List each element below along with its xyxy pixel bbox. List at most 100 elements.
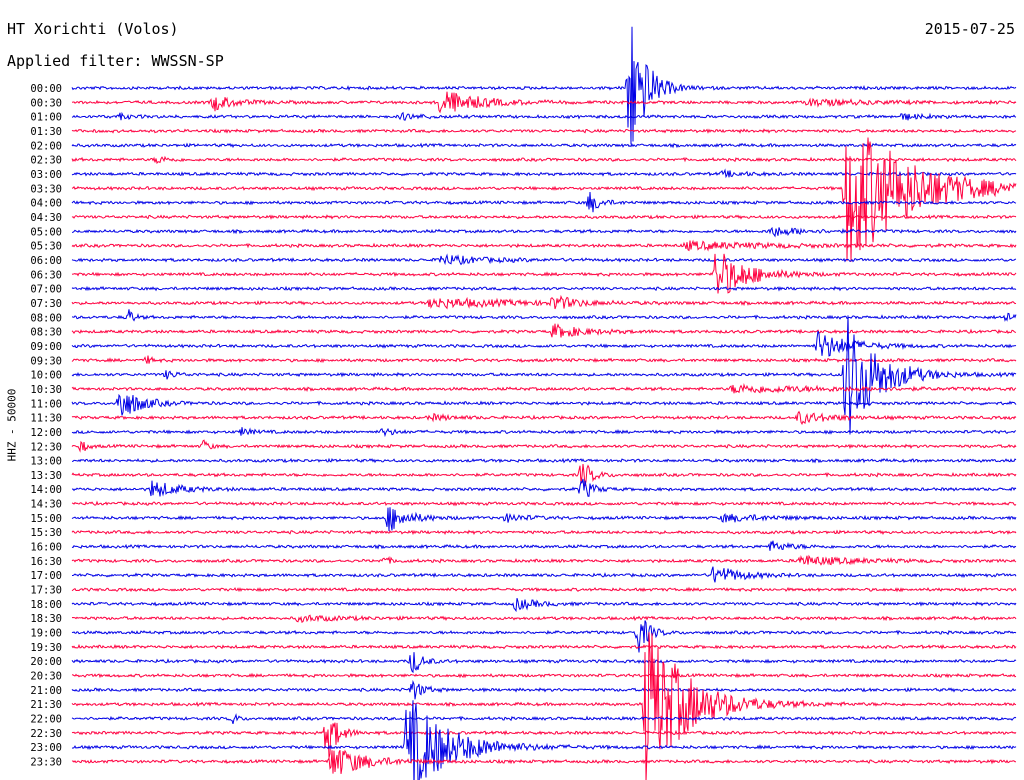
row-time-label: 09:30 [30,355,62,367]
seismic-trace [71,128,1017,134]
row-time-label: 19:30 [30,642,62,654]
seismic-trace [71,214,1017,220]
row-time-label: 19:00 [30,628,62,640]
seismic-trace [71,191,1017,213]
seismic-trace [71,713,1017,725]
seismic-trace [71,309,1017,322]
seismic-trace [71,253,1017,266]
seismic-trace [71,383,1017,394]
row-time-label: 15:00 [30,513,62,525]
row-time-label: 12:30 [30,441,62,453]
seismic-trace [71,285,1017,292]
row-time-label: 15:30 [30,527,62,539]
seismic-trace [71,672,1017,679]
row-time-label: 13:00 [30,456,62,468]
row-time-label: 22:00 [30,714,62,726]
row-time-label: 18:30 [30,613,62,625]
row-time-label: 17:30 [30,585,62,597]
seismic-trace [71,294,1017,310]
row-time-label: 11:00 [30,398,62,410]
row-time-label: 08:00 [30,312,62,324]
seismic-trace [71,554,1017,566]
row-label-layer: 00:00 00:30 01:00 01:30 02:00 02:30 03:00 03:30… [30,83,62,769]
row-time-label: 10:00 [30,370,62,382]
row-time-label: 02:00 [30,140,62,152]
filter-subtitle: Applied filter: WWSSN-SP [7,52,224,70]
row-time-label: 07:00 [30,284,62,296]
trace-layer [71,26,1017,780]
seismic-trace [71,632,1017,780]
row-time-label: 08:30 [30,327,62,339]
seismic-trace [71,168,1017,179]
row-time-label: 04:00 [30,198,62,210]
seismic-trace [71,439,1017,453]
row-time-label: 16:00 [30,542,62,554]
seismic-trace [71,700,1017,780]
seismic-trace [71,586,1017,593]
y-axis-label: HHZ - 50000 [5,388,19,462]
seismic-trace [71,540,1017,551]
station-title: HT Xorichti (Volos) [7,20,179,38]
date-label: 2015-07-25 [924,20,1015,38]
row-time-label: 23:30 [30,757,62,769]
row-time-label: 00:00 [30,83,62,95]
row-time-label: 00:30 [30,97,62,109]
row-time-label: 16:30 [30,556,62,568]
seismic-trace [71,457,1017,464]
row-time-label: 11:30 [30,413,62,425]
seismic-trace [71,239,1017,252]
seismic-trace [71,620,1017,653]
row-time-label: 14:00 [30,484,62,496]
row-time-label: 05:00 [30,226,62,238]
seismic-trace [71,643,1017,650]
row-time-label: 06:30 [30,269,62,281]
seismic-trace [71,427,1017,438]
seismic-trace [71,500,1017,507]
seismic-trace [71,614,1017,624]
seismic-trace [71,315,1017,435]
row-time-label: 01:00 [30,112,62,124]
row-time-label: 20:00 [30,656,62,668]
row-time-label: 03:00 [30,169,62,181]
row-time-label: 13:30 [30,470,62,482]
seismic-trace [71,226,1017,238]
seismic-trace [71,507,1017,532]
row-time-label: 17:00 [30,570,62,582]
seismic-trace [71,142,1017,149]
seismic-trace [71,323,1017,338]
row-time-label: 22:30 [30,728,62,740]
row-time-label: 23:00 [30,742,62,754]
seismic-trace [71,355,1017,364]
row-time-label: 06:00 [30,255,62,267]
row-time-label: 07:30 [30,298,62,310]
seismic-trace [71,749,1016,774]
row-time-label: 05:30 [30,241,62,253]
seismic-trace [71,26,1017,145]
seismic-trace [71,410,1017,426]
row-time-label: 10:30 [30,384,62,396]
row-time-label: 04:30 [30,212,62,224]
seismic-trace [71,463,1017,487]
seismic-trace [71,155,1017,165]
row-time-label: 03:30 [30,183,62,195]
seismic-trace [71,679,1017,700]
seismic-trace [71,722,1017,758]
row-time-label: 12:00 [30,427,62,439]
seismic-trace [71,478,1017,497]
row-time-label: 21:30 [30,699,62,711]
seismic-trace [72,566,1017,583]
row-time-label: 20:30 [30,671,62,683]
row-time-label: 09:00 [30,341,62,353]
seismic-trace [71,137,1017,262]
row-time-label: 01:30 [30,126,62,138]
row-time-label: 14:30 [30,499,62,511]
seismic-trace [71,111,1017,121]
row-time-label: 02:30 [30,155,62,167]
seismic-trace [71,598,1017,613]
seismic-trace [71,652,1017,674]
seismic-trace [71,253,1017,294]
row-time-label: 21:00 [30,685,62,697]
seismic-trace [71,330,1017,357]
seismic-trace [71,393,1017,416]
seismic-trace [71,91,1017,114]
